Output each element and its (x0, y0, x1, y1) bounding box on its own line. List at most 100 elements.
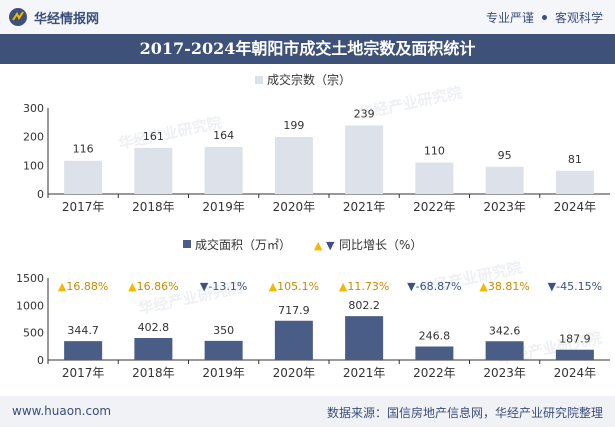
area-bar (64, 341, 103, 360)
area-bar (345, 316, 384, 360)
x-tick-label: 2019年 (202, 366, 245, 380)
up-triangle-icon: ▲ (479, 280, 488, 293)
tagline-right: 客观科学 (554, 11, 603, 25)
x-tick-label: 2023年 (483, 200, 526, 214)
title-bar: 2017-2024年朝阳市成交土地宗数及面积统计 (0, 34, 615, 64)
y-tick-label: 500 (23, 327, 44, 340)
count-bar (415, 162, 454, 194)
legend-label-area: 成交面积（万㎡） (195, 237, 291, 252)
count-value-label: 239 (354, 107, 375, 120)
yoy-label: ▼-13.1% (200, 280, 247, 293)
count-value-label: 161 (143, 130, 164, 143)
x-tick-label: 2020年 (273, 200, 316, 214)
area-bar (204, 340, 243, 360)
x-tick-label: 2022年 (413, 200, 456, 214)
x-tick-label: 2018年 (132, 366, 175, 380)
down-triangle-icon: ▼ (548, 280, 557, 293)
count-bar (64, 160, 103, 194)
count-value-label: 110 (424, 144, 445, 157)
legend-swatch-count (255, 76, 263, 84)
yoy-label: ▲16.86% (128, 280, 178, 293)
count-value-label: 81 (568, 153, 582, 166)
count-value-label: 116 (73, 143, 94, 156)
count-bar (204, 146, 243, 194)
count-value-label: 95 (498, 149, 512, 162)
x-tick-label: 2024年 (554, 200, 597, 214)
legend-up-triangle-icon: ▲ (314, 239, 323, 252)
count-bar (134, 147, 173, 194)
y-tick-label: 1500 (16, 272, 44, 285)
x-tick-label: 2021年 (343, 366, 386, 380)
area-value-label: 717.9 (278, 304, 310, 317)
legend-swatch-area (183, 240, 191, 248)
x-tick-label: 2020年 (273, 366, 316, 380)
area-value-label: 246.8 (419, 330, 451, 343)
x-tick-label: 2019年 (202, 200, 245, 214)
chart-title: 2017-2024年朝阳市成交土地宗数及面积统计 (139, 39, 476, 58)
yoy-label: ▲38.81% (479, 280, 529, 293)
y-tick-label: 100 (23, 159, 44, 172)
up-triangle-icon: ▲ (128, 280, 137, 293)
up-triangle-icon: ▲ (269, 280, 278, 293)
area-bar (274, 320, 313, 360)
yoy-label: ▼-68.87% (407, 280, 461, 293)
area-value-label: 342.6 (489, 324, 521, 337)
x-tick-label: 2017年 (62, 200, 105, 214)
yoy-label: ▲16.88% (58, 280, 108, 293)
yoy-label: ▼-45.15% (548, 280, 602, 293)
count-bar (345, 125, 384, 194)
yoy-label: ▲105.1% (269, 280, 319, 293)
area-bar (134, 337, 173, 360)
y-tick-label: 300 (23, 102, 44, 115)
count-value-label: 164 (213, 129, 234, 142)
yoy-value: -45.15% (556, 280, 602, 293)
area-value-label: 350 (213, 324, 234, 337)
area-value-label: 187.9 (559, 333, 591, 346)
x-tick-label: 2022年 (413, 366, 456, 380)
count-bar (555, 170, 594, 194)
x-tick-label: 2023年 (483, 366, 526, 380)
count-value-label: 199 (283, 119, 304, 132)
y-tick-label: 0 (37, 354, 44, 367)
x-tick-label: 2021年 (343, 200, 386, 214)
down-triangle-icon: ▼ (200, 280, 209, 293)
x-tick-label: 2018年 (132, 200, 175, 214)
yoy-value: -13.1% (208, 280, 247, 293)
count-bar (485, 166, 524, 194)
yoy-value: 38.81% (488, 280, 530, 293)
y-tick-label: 0 (37, 188, 44, 201)
yoy-value: -68.87% (416, 280, 462, 293)
footer-website-link[interactable]: www.huaon.com (12, 404, 112, 418)
x-tick-label: 2017年 (62, 366, 105, 380)
brand[interactable]: 华经情报网 (8, 6, 99, 28)
yoy-value: 16.88% (66, 280, 108, 293)
legend-label-count: 成交宗数（宗） (267, 72, 351, 87)
yoy-value: 105.1% (277, 280, 319, 293)
legend-label-yoy: 同比增长（%） (339, 238, 422, 252)
x-tick-label: 2024年 (554, 366, 597, 380)
charts-canvas: 华经产业研究院华经产业研究院华经产业研究院华经产业研究院华经产业研究院成交宗数（… (16, 72, 610, 380)
footer: www.huaon.com 数据来源：国信房地产信息网，华经产业研究院整理 (0, 396, 615, 427)
count-bar (274, 136, 313, 194)
area-bar (555, 349, 594, 360)
area-bar (485, 341, 524, 360)
area-value-label: 802.2 (348, 299, 380, 312)
dot-separator-icon (541, 15, 547, 20)
y-tick-label: 1000 (16, 299, 44, 312)
up-triangle-icon: ▲ (58, 280, 67, 293)
yoy-value: 16.86% (137, 280, 179, 293)
brand-logo-icon (9, 8, 27, 26)
area-value-label: 344.7 (67, 324, 99, 337)
down-triangle-icon: ▼ (407, 280, 416, 293)
yoy-label: ▲11.73% (339, 280, 389, 293)
tagline-left: 专业严谨 (485, 11, 534, 25)
yoy-value: 11.73% (347, 280, 389, 293)
y-tick-label: 200 (23, 131, 44, 144)
up-triangle-icon: ▲ (339, 280, 348, 293)
legend-down-triangle-icon: ▼ (326, 239, 335, 252)
area-bar (415, 346, 454, 360)
area-value-label: 402.8 (138, 321, 170, 334)
footer-source: 数据来源：国信房地产信息网，华经产业研究院整理 (326, 406, 603, 420)
top-bar: 华经情报网 专业严谨 客观科学 (0, 0, 615, 34)
tagline: 专业严谨 客观科学 (486, 9, 603, 26)
